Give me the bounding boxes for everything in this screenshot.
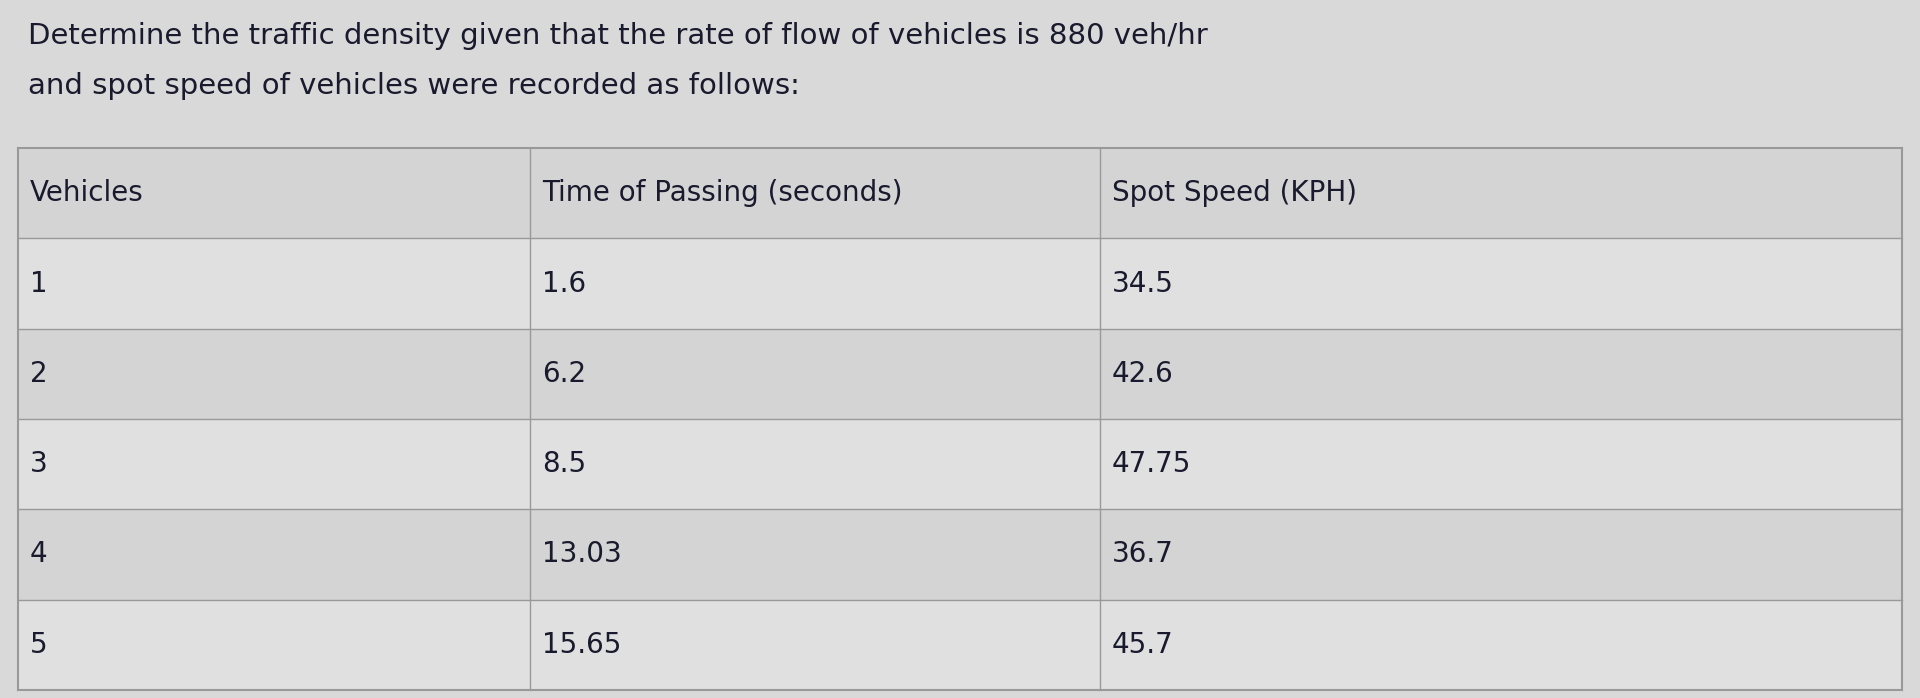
Text: 1: 1: [31, 269, 48, 297]
Bar: [17, 419, 1903, 510]
Text: 45.7: 45.7: [1112, 631, 1173, 659]
Text: 42.6: 42.6: [1112, 360, 1173, 388]
Text: 6.2: 6.2: [541, 360, 586, 388]
Text: 4: 4: [31, 540, 48, 568]
Text: 8.5: 8.5: [541, 450, 586, 478]
Text: 2: 2: [31, 360, 48, 388]
Bar: [17, 329, 1903, 419]
Text: 36.7: 36.7: [1112, 540, 1173, 568]
Text: 15.65: 15.65: [541, 631, 622, 659]
Text: 47.75: 47.75: [1112, 450, 1192, 478]
Text: Vehicles: Vehicles: [31, 179, 144, 207]
Bar: [17, 148, 1903, 238]
Text: and spot speed of vehicles were recorded as follows:: and spot speed of vehicles were recorded…: [29, 72, 801, 100]
Bar: [17, 238, 1903, 329]
Text: 34.5: 34.5: [1112, 269, 1173, 297]
Text: Time of Passing (seconds): Time of Passing (seconds): [541, 179, 902, 207]
Text: Spot Speed (KPH): Spot Speed (KPH): [1112, 179, 1357, 207]
Text: Determine the traffic density given that the rate of flow of vehicles is 880 veh: Determine the traffic density given that…: [29, 22, 1208, 50]
Text: 13.03: 13.03: [541, 540, 622, 568]
Bar: [17, 600, 1903, 690]
Text: 5: 5: [31, 631, 48, 659]
Bar: [17, 510, 1903, 600]
Text: 3: 3: [31, 450, 48, 478]
Text: 1.6: 1.6: [541, 269, 586, 297]
